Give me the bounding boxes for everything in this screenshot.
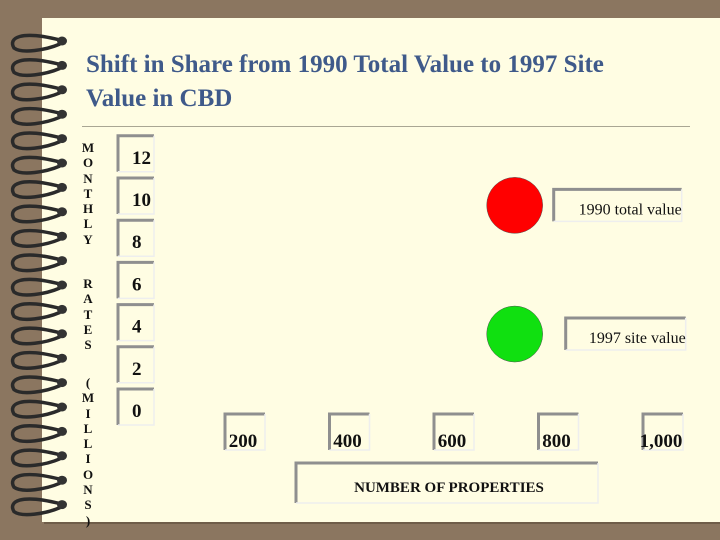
svg-text:200: 200 (229, 431, 258, 452)
ring (10, 472, 67, 492)
y-axis-label-letter: L (83, 436, 93, 452)
title-line-2: Value in CBD (86, 85, 233, 112)
y-axis-label-letter: N (83, 170, 93, 186)
y-tick-label: 4 (116, 303, 155, 342)
y-tick-label: 6 (116, 260, 155, 300)
y-axis-label-letter: S (84, 337, 92, 353)
y-axis-label-letter: T (83, 306, 93, 322)
svg-text:0: 0 (132, 401, 142, 422)
y-tick-label: 10 (116, 176, 155, 215)
y-axis-label-letter: I (85, 451, 91, 467)
svg-text:10: 10 (132, 190, 151, 211)
y-axis-label-letter: M (81, 140, 95, 155)
svg-text:8: 8 (132, 232, 142, 253)
y-axis-label-letter: O (82, 466, 94, 482)
ring (10, 497, 67, 517)
y-axis-label-letter: R (83, 276, 93, 291)
ring (10, 375, 67, 395)
y-tick-label: 12 (116, 134, 155, 173)
title-line-1: Shift in Share from 1990 Total Value to … (86, 51, 604, 78)
ring (10, 424, 67, 444)
title-divider (82, 126, 690, 127)
ring (10, 228, 67, 248)
svg-text:600: 600 (438, 431, 467, 452)
svg-text:1990 total value: 1990 total value (579, 201, 682, 218)
y-axis-label-letter: ) (85, 512, 91, 528)
ring (10, 253, 67, 273)
data-point (486, 177, 543, 234)
x-tick-label: 400 (328, 412, 371, 452)
y-tick-label: 0 (116, 387, 155, 426)
ring (10, 277, 67, 297)
y-axis-label-letter: Y (83, 231, 93, 247)
svg-text:6: 6 (132, 274, 142, 295)
y-axis-label-letter: ( (85, 375, 91, 390)
ring (10, 448, 67, 468)
x-tick-label: 1,000 (640, 412, 684, 452)
y-axis-label-millions: (M I L L I O N S) (78, 375, 98, 528)
svg-text:2: 2 (132, 359, 142, 380)
y-tick-label: 8 (116, 218, 155, 257)
ring (10, 302, 67, 322)
svg-text:NUMBER OF PROPERTIES: NUMBER OF PROPERTIES (354, 480, 544, 496)
y-axis-label-letter: T (83, 185, 93, 201)
ring (10, 131, 67, 151)
y-axis-label-letter: M (81, 390, 95, 406)
svg-text:400: 400 (333, 431, 362, 452)
svg-text:1997 site value: 1997 site value (589, 330, 686, 347)
y-axis-label-letter: A (83, 291, 93, 307)
x-tick-label: 800 (537, 412, 580, 452)
ring (10, 399, 67, 419)
slide-background (42, 18, 720, 522)
svg-text:1,000: 1,000 (640, 431, 683, 452)
ring (10, 350, 67, 370)
ring (10, 106, 67, 126)
ring (10, 58, 67, 78)
ring (10, 33, 67, 53)
data-point (486, 305, 543, 363)
svg-text:4: 4 (132, 317, 142, 338)
y-axis-label-letter: H (82, 201, 94, 217)
ring (10, 180, 67, 200)
svg-text:800: 800 (542, 431, 571, 452)
y-axis-label-letter: E (83, 321, 93, 337)
svg-text:12: 12 (132, 148, 151, 169)
y-axis-label-letter: I (85, 405, 91, 421)
slide-title: Shift in Share from 1990 Total Value to … (86, 48, 696, 116)
y-axis-label-letter: L (83, 216, 93, 232)
ring (10, 155, 67, 175)
x-tick-label: 600 (432, 412, 475, 452)
x-tick-label: 200 (223, 412, 266, 452)
y-axis-label-letter: L (83, 420, 93, 436)
y-tick-label: 2 (116, 345, 155, 384)
y-axis-label-letter: N (83, 482, 93, 498)
y-axis-label-letter: S (84, 497, 92, 513)
ring (10, 326, 67, 346)
y-axis-label-letter: O (82, 155, 94, 171)
ring (10, 82, 67, 102)
point-label: 1990 total value (552, 187, 683, 223)
notebook-rings (10, 33, 67, 517)
ring (10, 204, 67, 224)
x-axis-label: NUMBER OF PROPERTIES (294, 461, 599, 504)
point-label: 1997 site value (564, 316, 687, 351)
